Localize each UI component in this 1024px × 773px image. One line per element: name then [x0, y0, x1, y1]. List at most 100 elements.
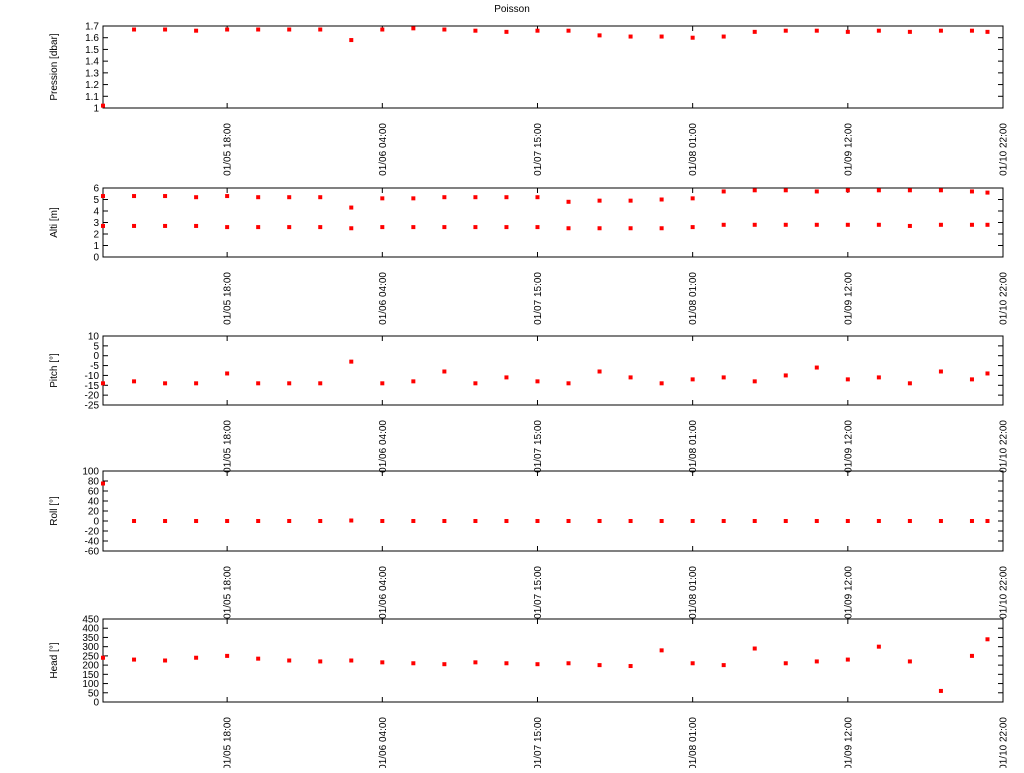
x-tick-label: 01/09 12:00	[843, 717, 854, 768]
y-tick-label: 5	[93, 341, 99, 352]
data-point	[442, 195, 447, 200]
data-point	[690, 661, 695, 666]
data-point	[907, 381, 912, 386]
data-point	[969, 189, 974, 194]
data-point	[628, 226, 633, 231]
data-point	[225, 27, 230, 32]
data-point	[380, 519, 385, 523]
data-point	[659, 648, 664, 653]
data-point	[783, 373, 788, 378]
data-point	[442, 369, 447, 374]
data-point	[287, 381, 292, 386]
data-point	[752, 222, 757, 227]
data-point	[938, 369, 943, 374]
data-point	[349, 205, 354, 210]
y-tick-label: 1.1	[85, 92, 99, 103]
data-point	[411, 225, 416, 230]
y-tick-label: 6	[93, 184, 99, 195]
plot-frame	[102, 470, 1004, 552]
data-point	[845, 519, 850, 523]
data-point	[783, 519, 788, 523]
data-point	[721, 663, 726, 668]
data-point	[690, 225, 695, 230]
x-tick-label: 01/08 01:00	[688, 123, 699, 176]
data-point	[504, 225, 509, 230]
x-tick-label: 01/09 12:00	[843, 272, 854, 325]
data-point	[690, 196, 695, 201]
data-point	[752, 646, 757, 651]
data-point	[628, 664, 633, 669]
plot-frame	[102, 335, 1004, 406]
data-point	[985, 222, 990, 227]
data-point	[783, 188, 788, 193]
data-point	[628, 519, 633, 523]
data-point	[349, 38, 354, 43]
data-point	[318, 27, 323, 32]
data-point	[907, 659, 912, 664]
x-tick-label: 01/07 15:00	[533, 272, 544, 325]
data-point	[814, 365, 819, 370]
data-point	[287, 27, 292, 32]
data-point	[907, 519, 912, 523]
data-point	[225, 519, 230, 523]
data-point	[566, 226, 571, 231]
data-point	[566, 661, 571, 666]
data-point	[597, 663, 602, 668]
x-tick-label: 01/06 04:00	[378, 420, 389, 473]
data-point	[721, 222, 726, 227]
y-tick-label: -60	[85, 547, 100, 558]
y-tick-label: 1.3	[85, 68, 99, 79]
data-point	[845, 29, 850, 34]
y-tick-label: 3	[93, 218, 99, 229]
data-point	[535, 379, 540, 384]
data-point	[194, 519, 199, 523]
data-point	[163, 194, 168, 199]
data-point	[752, 188, 757, 193]
data-point	[225, 371, 230, 376]
data-point	[132, 519, 137, 523]
data-point	[101, 655, 105, 660]
x-tick-label: 01/10 22:00	[999, 123, 1010, 176]
x-tick-label: 01/09 12:00	[843, 123, 854, 176]
data-point	[938, 688, 943, 693]
data-point	[163, 658, 168, 663]
data-point	[535, 195, 540, 200]
y-tick-label: 0	[93, 698, 99, 709]
data-point	[442, 225, 447, 230]
data-point	[473, 519, 478, 523]
y-tick-label: 1	[93, 241, 99, 252]
data-point	[690, 377, 695, 382]
data-point	[814, 222, 819, 227]
data-point	[597, 198, 602, 203]
y-axis-label: Pitch [°]	[49, 353, 60, 388]
y-tick-label: 1.7	[85, 22, 99, 33]
data-point	[814, 28, 819, 33]
y-tick-label: 60	[88, 487, 100, 498]
y-tick-label: 20	[88, 507, 100, 518]
data-point	[473, 225, 478, 230]
data-point	[876, 28, 881, 33]
data-point	[101, 481, 105, 486]
y-tick-label: 5	[93, 195, 99, 206]
data-point	[380, 660, 385, 665]
y-tick-label: 0	[93, 517, 99, 528]
data-point	[566, 28, 571, 33]
data-point	[845, 222, 850, 227]
data-point	[876, 644, 881, 649]
y-tick-label: 0	[93, 253, 99, 264]
data-point	[721, 34, 726, 39]
data-point	[101, 194, 105, 199]
y-tick-label: 0	[93, 351, 99, 362]
data-point	[225, 225, 230, 230]
data-point	[752, 29, 757, 34]
data-point	[349, 658, 354, 663]
y-tick-label: 10	[88, 332, 100, 343]
x-tick-label: 01/10 22:00	[999, 717, 1010, 768]
data-point	[442, 27, 447, 32]
data-point	[783, 661, 788, 666]
x-tick-label: 01/07 15:00	[533, 123, 544, 176]
data-point	[380, 381, 385, 386]
data-point	[504, 519, 509, 523]
x-tick-label: 01/05 18:00	[223, 717, 234, 768]
data-point	[721, 375, 726, 380]
